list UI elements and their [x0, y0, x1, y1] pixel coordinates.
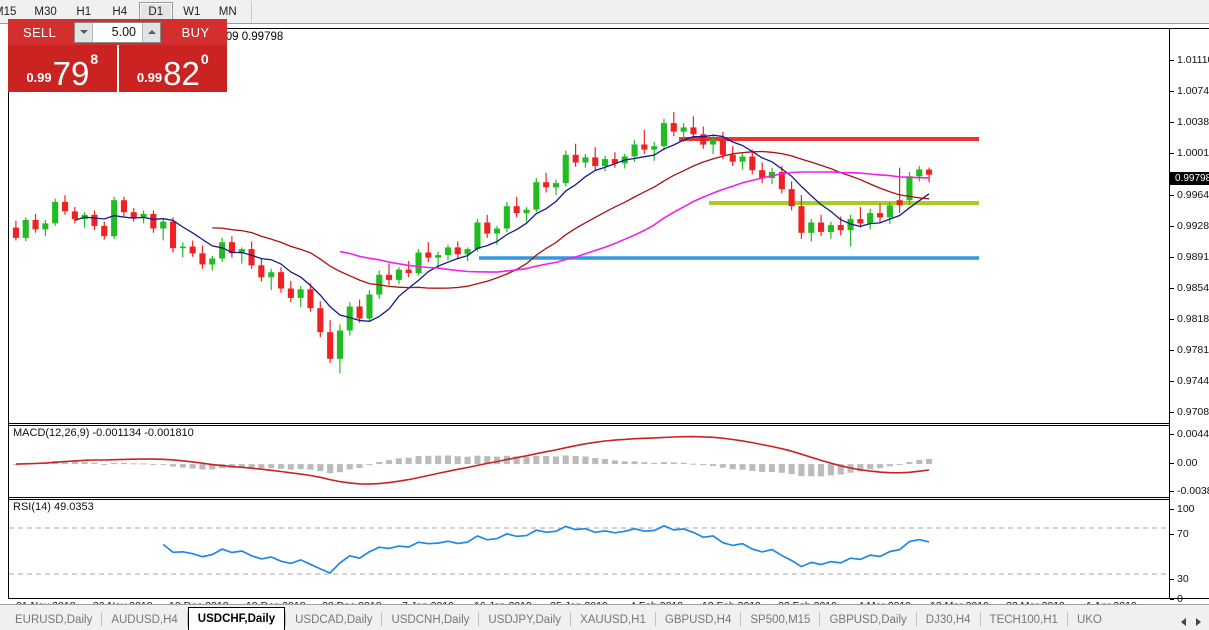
arrow-left-icon[interactable] — [1181, 618, 1186, 626]
arrow-right-icon[interactable] — [1196, 618, 1201, 626]
volume-increase-button[interactable] — [142, 22, 160, 42]
caret-up-icon — [147, 30, 156, 34]
volume-decrease-button[interactable] — [75, 22, 93, 42]
timeframe-w1[interactable]: W1 — [183, 5, 201, 18]
buy-price-main: 82 — [163, 55, 200, 92]
macd-histogram — [12, 455, 933, 477]
chart-tab-gbpusd-daily[interactable]: GBPUSD,Daily — [829, 613, 907, 626]
chart-tab-audusd-h4[interactable]: AUDUSD,H4 — [111, 613, 178, 626]
tab-separator — [915, 612, 917, 626]
sell-price-main: 79 — [52, 55, 90, 92]
tab-separator — [740, 612, 742, 626]
sell-price-sup: 8 — [90, 51, 99, 67]
buy-price-sup: 0 — [200, 51, 209, 67]
sell-price-display[interactable]: 0.99 79 8 — [8, 45, 117, 92]
toolbar-separator — [250, 0, 252, 23]
macd-label: MACD(12,26,9) -0.001134 -0.001810 — [13, 427, 194, 439]
candlestick-series — [12, 112, 933, 374]
chart-tab-uko[interactable]: UKO — [1076, 613, 1102, 626]
chart-tab-dj30-h4[interactable]: DJ30,H4 — [925, 613, 971, 626]
price-pane[interactable] — [9, 46, 1169, 423]
tab-separator — [101, 612, 103, 626]
tab-separator — [285, 612, 287, 626]
tab-separator — [381, 612, 383, 626]
price-tick: 1.01110 — [1170, 54, 1209, 66]
current-price-marker: 0.99798 — [1170, 172, 1209, 185]
chart-tab-sp500-m15[interactable]: SP500,M15 — [750, 613, 811, 626]
macd-tick: 0.00 — [1170, 457, 1197, 469]
tab-separator — [654, 612, 656, 626]
chart-tab-usdjpy-daily[interactable]: USDJPY,Daily — [488, 613, 562, 626]
chart-tab-usdcnh-daily[interactable]: USDCNH,Daily — [391, 613, 470, 626]
volume-stepper[interactable]: 5.00 — [74, 21, 161, 43]
chart-tab-xauusd-h1[interactable]: XAUUSD,H1 — [580, 613, 646, 626]
timeframe-h1[interactable]: H1 — [76, 5, 92, 18]
buy-price-display[interactable]: 0.99 82 0 — [118, 45, 227, 92]
pane-divider-1 — [9, 423, 1169, 424]
tab-separator — [478, 612, 480, 626]
price-chart-svg — [12, 112, 979, 374]
rsi-label: RSI(14) 49.0353 — [13, 501, 94, 513]
oct-price-row: 0.99 79 8 0.99 82 0 — [8, 45, 227, 92]
macd-chart-svg — [12, 435, 933, 485]
tab-separator — [979, 612, 981, 626]
tab-separator — [1066, 612, 1068, 626]
rsi-tick: 0 — [1170, 593, 1183, 605]
ma-magenta-line — [339, 171, 930, 273]
pane-divider-2 — [9, 497, 1169, 498]
oct-top-row: SELL 5.00 BUY — [8, 19, 227, 45]
chart-tab-tech100-h1[interactable]: TECH100,H1 — [989, 613, 1058, 626]
timeframe-m15[interactable]: M15 — [0, 5, 17, 18]
macd-signal-line — [15, 435, 930, 485]
sell-price-prefix: 0.99 — [26, 70, 52, 85]
tab-separator — [819, 612, 821, 626]
timeframe-m30[interactable]: M30 — [34, 5, 57, 18]
price-tick: 1.00380 — [1170, 116, 1209, 128]
caret-down-icon — [79, 30, 88, 34]
macd-pane[interactable]: MACD(12,26,9) -0.001134 -0.001810 — [9, 426, 1169, 497]
ma-darkred-line — [212, 150, 930, 289]
rsi-tick: 100 — [1170, 503, 1195, 515]
macd-tick: -0.003883 — [1170, 485, 1209, 497]
buy-price-prefix: 0.99 — [136, 70, 163, 85]
chart-tab-bar: EURUSD,Daily AUDUSD,H4 USDCHF,Daily USDCAD,… — [0, 604, 1209, 630]
timeframe-mn[interactable]: MN — [218, 5, 237, 18]
buy-button[interactable]: BUY — [164, 19, 227, 45]
pane-divider-1b — [9, 425, 1169, 426]
timeframe-h4[interactable]: H4 — [112, 5, 128, 18]
chart-frame[interactable]: USDCHF,Daily 0.99857 0.99882 0.99709 0.9… — [8, 28, 1209, 605]
chart-tab-eurusd-daily[interactable]: EURUSD,Daily — [15, 613, 93, 626]
rsi-tick: 30 — [1170, 573, 1189, 585]
tab-separator — [570, 612, 572, 626]
chart-tab-gbpusd-h4[interactable]: GBPUSD,H4 — [664, 613, 732, 626]
rsi-tick: 70 — [1170, 528, 1189, 540]
one-click-trading-panel[interactable]: SELL 5.00 BUY 0.99 79 8 0.99 82 0 — [8, 19, 227, 92]
volume-container: 5.00 — [71, 19, 164, 45]
price-tick: 1.00740 — [1170, 85, 1209, 97]
rsi-line — [162, 524, 930, 575]
pane-divider-2b — [9, 499, 1169, 500]
tab-separator — [186, 612, 188, 626]
chart-tab-usdchf-daily[interactable]: USDCHF,Daily — [187, 607, 286, 630]
rsi-chart-svg — [9, 524, 1169, 575]
tab-scroll-controls — [1181, 618, 1209, 630]
macd-tick: 0.004487 — [1170, 428, 1209, 440]
sell-button[interactable]: SELL — [8, 19, 71, 45]
rsi-pane[interactable]: RSI(14) 49.0353 — [9, 500, 1169, 598]
volume-input[interactable]: 5.00 — [93, 22, 142, 42]
chart-tab-usdcad-daily[interactable]: USDCAD,Daily — [295, 613, 373, 626]
